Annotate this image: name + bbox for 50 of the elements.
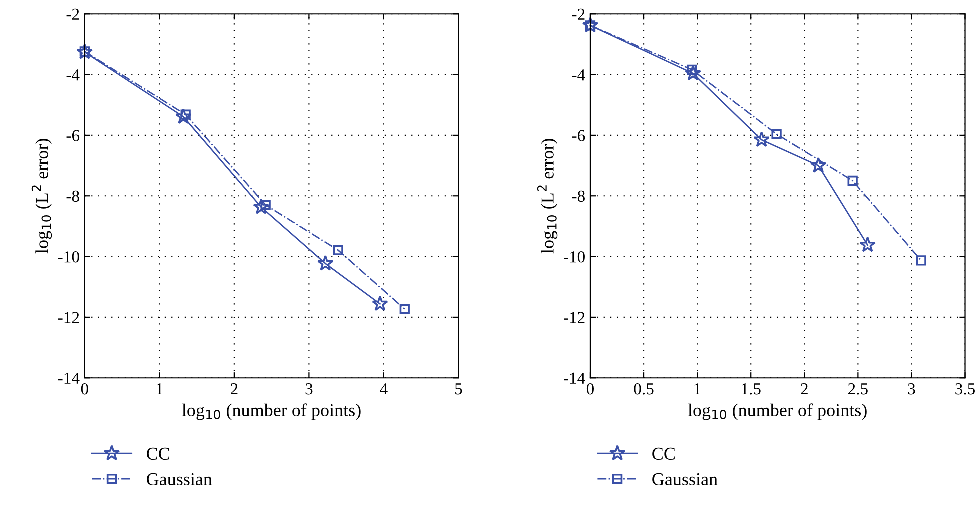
y-tick-label: -14 — [564, 372, 586, 384]
legend-label: Gaussian — [147, 473, 212, 486]
point — [317, 255, 334, 271]
y-axis-title: log$_{10}$ (L$^{2}$ error) — [537, 139, 558, 254]
point — [860, 236, 876, 252]
x-axis-title: log$_{10}$ (number of points) — [182, 404, 361, 420]
x-tick-label: 3.5 — [956, 384, 976, 395]
y-tick-label: -10 — [58, 251, 80, 263]
y-tick-label: -6 — [66, 130, 80, 142]
y-tick-label: -12 — [58, 312, 80, 324]
x-tick-label: 4 — [380, 384, 388, 395]
y-tick-label: -10 — [564, 251, 585, 263]
legend-label: Gaussian — [652, 473, 718, 486]
point — [754, 131, 770, 148]
x-tick-label: 0 — [586, 383, 594, 395]
x-tick-label: 5 — [456, 384, 462, 395]
y-tick-label: -2 — [66, 8, 80, 20]
point — [400, 304, 410, 314]
point — [848, 176, 858, 186]
x-tick-label: 2 — [801, 384, 808, 395]
point — [76, 44, 94, 60]
x-tick-label: 0 — [81, 383, 88, 395]
point — [333, 245, 344, 256]
x-tick-label: 2 — [231, 384, 238, 395]
legend-label: CC — [147, 448, 170, 460]
point — [685, 65, 702, 81]
x-tick-label: 3 — [306, 384, 313, 395]
point — [175, 108, 192, 124]
y-tick-label: -8 — [66, 190, 80, 202]
x-tick-label: 2.5 — [848, 384, 868, 395]
y-tick-label: -14 — [58, 372, 80, 384]
x-tick-label: 1 — [156, 384, 163, 395]
x-tick-label: 1.5 — [742, 384, 761, 395]
y-tick-label: -4 — [572, 70, 586, 81]
y-tick-label: -6 — [572, 130, 586, 142]
y-tick-label: -4 — [66, 70, 80, 81]
x-tick-label: 0.5 — [634, 383, 654, 395]
legend-label: CC — [652, 448, 675, 460]
y-axis-title: log$_{10}$ (L$^{2}$ error) — [32, 139, 52, 254]
point — [772, 129, 782, 140]
point — [253, 198, 270, 214]
point — [810, 157, 827, 173]
x-tick-label: 1 — [694, 384, 701, 395]
y-tick-label: -8 — [572, 190, 585, 202]
x-tick-label: 3 — [908, 384, 916, 395]
point — [916, 256, 926, 266]
point — [372, 296, 388, 312]
y-tick-label: -12 — [564, 312, 585, 324]
y-tick-label: -2 — [572, 8, 585, 20]
x-axis-title: log$_{10}$ (number of points) — [688, 404, 867, 420]
